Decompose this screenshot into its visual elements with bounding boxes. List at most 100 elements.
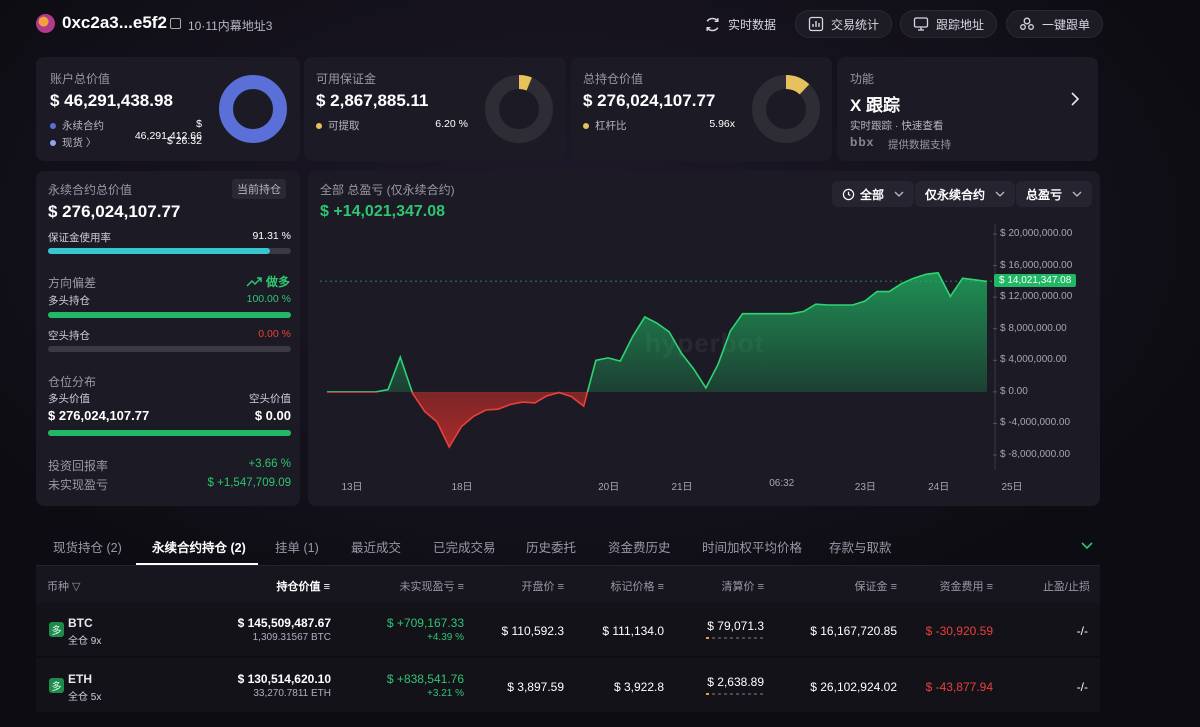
x-tick-label: 24日 xyxy=(928,482,950,493)
leverage-donut xyxy=(752,75,820,143)
tp-sl: -/- xyxy=(1076,624,1088,638)
table-row[interactable] xyxy=(36,602,1100,656)
contract-type-value: 仅永续合约 xyxy=(925,187,986,202)
spot-link[interactable]: 现货 〉 xyxy=(50,135,96,150)
chevron-down-icon xyxy=(995,191,1005,197)
tp-sl: -/- xyxy=(1076,680,1088,694)
tab-4[interactable]: 已完成交易 xyxy=(433,541,496,555)
margin-usage-label: 保证金使用率 xyxy=(48,232,111,244)
realtime-data-button[interactable]: 实时数据 xyxy=(704,11,776,37)
metric-value: 总盈亏 xyxy=(1026,187,1063,202)
trade-stats-button[interactable]: 交易统计 xyxy=(795,10,893,38)
column-header-0[interactable]: 币种 ▽ xyxy=(47,581,81,593)
collapse-chevron-icon[interactable] xyxy=(1080,541,1094,551)
coin-symbol[interactable]: ETH xyxy=(68,672,92,686)
withdrawable-label: 可提取 xyxy=(328,120,360,132)
copy-trade-label: 一键跟单 xyxy=(1042,17,1091,32)
y-tick-label: $ 4,000,000.00 xyxy=(1000,354,1067,366)
short-value-label: 空头价值 xyxy=(249,393,291,405)
total-position-value: $ 276,024,107.77 xyxy=(583,91,716,110)
unrealized-pnl-percent: +3.21 % xyxy=(427,688,464,699)
unrealized-pnl: $ +709,167.33 xyxy=(386,616,464,630)
x-tick-label: 23日 xyxy=(854,482,876,493)
account-value-label: 账户总价值 xyxy=(50,72,111,86)
tab-2[interactable]: 挂单 (1) xyxy=(275,541,319,555)
chevron-down-icon xyxy=(894,191,904,197)
long-position-bar xyxy=(48,312,291,318)
liquidation-risk-dot xyxy=(712,693,715,695)
column-header-4[interactable]: 标记价格 ≡ xyxy=(610,581,664,593)
unrealized-pnl-percent: +4.39 % xyxy=(427,632,464,643)
tab-6[interactable]: 资金费历史 xyxy=(608,541,671,555)
funding-fee: $ -43,877.94 xyxy=(925,680,993,694)
column-header-5[interactable]: 清算价 ≡ xyxy=(721,581,764,593)
account-donut xyxy=(219,75,287,143)
y-tick-label: $ -4,000,000.00 xyxy=(1000,417,1071,429)
column-header-8[interactable]: 止盈/止损 xyxy=(1042,581,1090,593)
tab-3[interactable]: 最近成交 xyxy=(351,541,402,555)
tab-1[interactable]: 永续合约持仓 (2) xyxy=(152,541,246,555)
chart-total-pnl: $ +14,021,347.08 xyxy=(320,203,446,220)
liquidation-risk-dot xyxy=(706,637,709,639)
roi-label: 投资回报率 xyxy=(48,459,109,473)
y-tick-label: $ 12,000,000.00 xyxy=(1000,291,1073,303)
chevron-right-icon[interactable] xyxy=(1069,91,1081,107)
margin-usage-bar xyxy=(48,248,291,254)
liquidation-risk-dot xyxy=(736,693,739,695)
entry-price: $ 110,592.3 xyxy=(501,624,564,638)
liquidation-risk-dot xyxy=(736,637,739,639)
margin-amount: $ 26,102,924.02 xyxy=(810,680,897,694)
column-header-1[interactable]: 持仓价值 ≡ xyxy=(276,581,330,593)
current-value-label: $ 14,021,347.08 xyxy=(994,274,1077,288)
copy-icon[interactable] xyxy=(170,18,181,29)
spot-share-value: $ 26.32 xyxy=(166,135,202,147)
coin-symbol[interactable]: BTC xyxy=(68,616,93,630)
liquidation-risk-dot xyxy=(748,693,751,695)
tab-8[interactable]: 存款与取款 xyxy=(829,541,892,555)
roi-value: +3.66 % xyxy=(248,458,291,470)
liquidation-risk-dot xyxy=(742,637,745,639)
clock-icon xyxy=(842,188,855,200)
contract-type-select[interactable]: 仅永续合约 xyxy=(915,181,1016,207)
tab-5[interactable]: 历史委托 xyxy=(526,541,577,555)
y-tick-label: $ 20,000,000.00 xyxy=(1000,228,1073,239)
total-position-card: 总持仓价值 $ 276,024,107.77 杠杆比 5.96x xyxy=(571,57,832,161)
total-position-label: 总持仓价值 xyxy=(583,72,644,86)
tab-7[interactable]: 时间加权平均价格 xyxy=(702,541,803,555)
bar-chart-icon xyxy=(808,16,824,32)
table-row[interactable] xyxy=(36,658,1100,712)
available-margin-label: 可用保证金 xyxy=(316,72,377,86)
margin-mode: 全仓 9x xyxy=(68,636,102,647)
position-distribution-label: 仓位分布 xyxy=(48,375,97,389)
current-position-tag: 当前持仓 xyxy=(232,179,286,199)
chevron-down-icon xyxy=(1072,191,1082,197)
liquidation-risk-dot xyxy=(760,693,763,695)
feature-card[interactable]: 功能 X 跟踪 实时跟踪 · 快速查看 bbx 提供数据支持 xyxy=(837,57,1098,161)
avatar[interactable] xyxy=(36,14,55,33)
bbx-logo: bbx xyxy=(850,135,875,149)
time-range-select[interactable]: 全部 xyxy=(832,181,915,207)
y-tick-label: $ 8,000,000.00 xyxy=(1000,322,1067,334)
x-tick-label: 20日 xyxy=(598,482,620,493)
column-header-7[interactable]: 资金费用 ≡ xyxy=(939,581,993,593)
liquidation-risk-dot xyxy=(760,637,763,639)
liquidation-risk-dot xyxy=(748,637,751,639)
trend-up-icon xyxy=(246,276,262,287)
copy-trade-button[interactable]: 一键跟单 xyxy=(1006,10,1104,38)
mark-price: $ 111,134.0 xyxy=(602,624,664,638)
column-header-6[interactable]: 保证金 ≡ xyxy=(854,581,897,593)
direction-bias-value: 做多 xyxy=(266,275,291,289)
wallet-address: 0xc2a3...e5f2 xyxy=(62,13,167,32)
column-header-2[interactable]: 未实现盈亏 ≡ xyxy=(399,581,464,593)
distribution-bar xyxy=(48,430,291,436)
liquidation-risk-dot xyxy=(742,693,745,695)
users-icon xyxy=(1020,17,1034,30)
spot-share-label: 现货 〉 xyxy=(62,137,97,149)
short-position-value: 0.00 % xyxy=(258,328,291,340)
column-header-3[interactable]: 开盘价 ≡ xyxy=(521,581,564,593)
x-tick-label: 25日 xyxy=(1001,482,1023,493)
metric-select[interactable]: 总盈亏 xyxy=(1016,181,1093,207)
tab-0[interactable]: 现货持仓 (2) xyxy=(53,541,122,555)
unrealized-pnl: $ +838,541.76 xyxy=(386,672,464,686)
track-address-button[interactable]: 跟踪地址 xyxy=(900,10,998,38)
